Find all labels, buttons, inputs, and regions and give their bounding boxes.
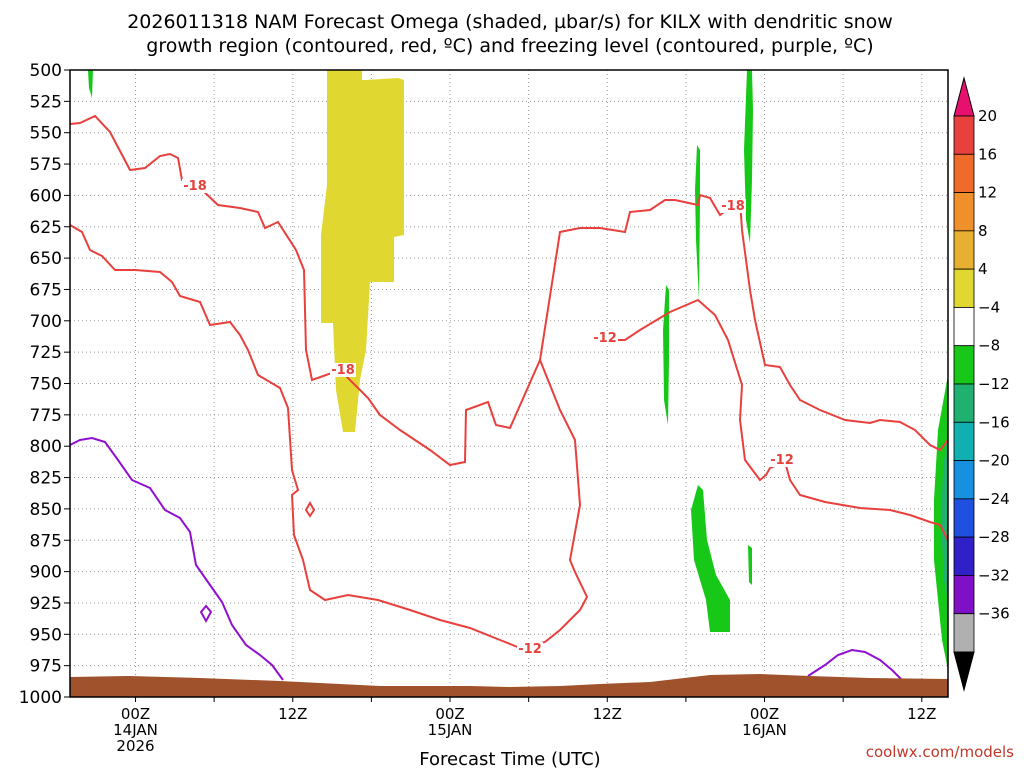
y-tick-label: 725 (30, 343, 62, 363)
y-tick-label: 925 (30, 594, 62, 614)
omega-negative-region-3 (695, 145, 700, 300)
dgz-contour-right-lower (595, 298, 949, 541)
y-tick-label: 500 (30, 61, 62, 81)
y-axis-ticks: 500 525 550 575 600 625 650 675 700 725 750 775 800 8… (19, 61, 70, 708)
freezing-level-contour-1 (69, 436, 284, 681)
colorbar-tick-label: 4 (978, 260, 988, 278)
contour-label-bg (592, 331, 618, 345)
colorbar-tick-label: −20 (978, 452, 1010, 470)
colorbar-band (953, 345, 975, 385)
y-tick-label: 775 (30, 406, 62, 426)
y-tick-label: 950 (30, 625, 62, 645)
dgz-contour-lower (69, 224, 589, 650)
colorbar: 20 16 12 8 4 −4 −8 −12 −16 −20 −24 −28 −32 −36 (953, 76, 1010, 692)
x-tick-label: 00Z (435, 705, 464, 723)
omega-negative-region-1 (88, 70, 93, 98)
colorbar-band (953, 153, 975, 193)
colorbar-tick-label: 16 (978, 145, 997, 163)
y-tick-label: 575 (30, 155, 62, 175)
y-tick-label: 700 (30, 312, 62, 332)
colorbar-tick-label: −8 (978, 337, 1000, 355)
freezing-level-contour-2 (807, 648, 903, 681)
contour-label: -12 (593, 331, 617, 346)
x-tick-label: 12Z (907, 705, 936, 723)
plot-area: -18 -18 -18 -12 -12 -12 (69, 69, 949, 698)
y-tick-label: 600 (30, 186, 62, 206)
contour-label: -12 (518, 642, 542, 657)
y-tick-label: 800 (30, 437, 62, 457)
colorbar-tick-label: −16 (978, 413, 1010, 431)
x-tick-label: 15JAN (428, 721, 473, 739)
terrain-fill (70, 674, 948, 697)
contour-label: -18 (331, 363, 355, 378)
omega-negative-region-8 (941, 430, 948, 600)
y-tick-label: 675 (30, 280, 62, 300)
contour-label-bg (720, 199, 746, 213)
y-tick-label: 550 (30, 124, 62, 144)
colorbar-tick-label: 8 (978, 222, 988, 240)
omega-negative-region-2 (744, 70, 753, 243)
x-tick-label: 00Z (121, 705, 150, 723)
x-tick-label: 2026 (116, 737, 154, 755)
contour-label-bg (769, 453, 795, 467)
colorbar-band (953, 575, 975, 615)
freezing-level-loop (199, 604, 213, 624)
colorbar-tick-label: −24 (978, 490, 1010, 508)
x-tick-label: 16JAN (742, 721, 787, 739)
contour-label: -18 (183, 179, 207, 194)
y-tick-label: 825 (30, 469, 62, 489)
colorbar-band (953, 192, 975, 232)
colorbar-tick-label: −12 (978, 375, 1010, 393)
colorbar-tick-label: −32 (978, 566, 1010, 584)
x-tick-label: 14JAN (113, 721, 158, 739)
x-axis-label: Forecast Time (UTC) (419, 749, 600, 768)
colorbar-tick-label: 12 (978, 184, 997, 202)
colorbar-band (953, 230, 975, 270)
colorbar-band (953, 307, 975, 347)
y-tick-label: 975 (30, 657, 62, 677)
colorbar-bottom-arrow (953, 651, 975, 692)
colorbar-tick-label: −36 (978, 605, 1010, 623)
colorbar-band (953, 115, 975, 155)
x-tick-label: 12Z (278, 705, 307, 723)
dgz-small-loop (304, 500, 316, 518)
omega-negative-region-5 (691, 485, 730, 632)
colorbar-band (953, 460, 975, 500)
y-tick-label: 525 (30, 92, 62, 112)
omega-positive-region (321, 70, 404, 432)
contour-label: -12 (770, 453, 794, 468)
y-tick-label: 1000 (19, 688, 62, 708)
plot-background (70, 70, 948, 697)
colorbar-band (953, 421, 975, 461)
colorbar-band (953, 498, 975, 538)
colorbar-tick-label: −4 (978, 298, 1000, 316)
colorbar-tick-label: 20 (978, 107, 997, 125)
contour-label-bg (182, 179, 208, 193)
contour-label-bg (330, 363, 356, 377)
colorbar-band (953, 268, 975, 308)
contour-labels: -18 -18 -18 -12 -12 -12 (182, 179, 795, 657)
x-tick-label: 12Z (593, 705, 622, 723)
omega-negative-region-6 (748, 545, 752, 585)
omega-negative-region-4 (663, 285, 669, 425)
credit-text: coolwx.com/models (866, 743, 1014, 761)
y-tick-label: 850 (30, 500, 62, 520)
chart-title-line2: growth region (contoured, red, ºC) and f… (146, 35, 873, 57)
colorbar-top-arrow (953, 76, 975, 117)
chart-title-line1: 2026011318 NAM Forecast Omega (shaded, µ… (127, 11, 893, 33)
colorbar-band (953, 383, 975, 423)
colorbar-band (953, 613, 975, 653)
y-tick-label: 625 (30, 218, 62, 238)
y-tick-label: 750 (30, 375, 62, 395)
y-tick-label: 900 (30, 563, 62, 583)
contour-label: -18 (721, 199, 745, 214)
x-tick-label: 00Z (750, 705, 779, 723)
y-tick-label: 875 (30, 531, 62, 551)
y-tick-label: 650 (30, 249, 62, 269)
contour-label-bg (517, 642, 543, 656)
colorbar-tick-label: −28 (978, 528, 1010, 546)
colorbar-band (953, 536, 975, 576)
